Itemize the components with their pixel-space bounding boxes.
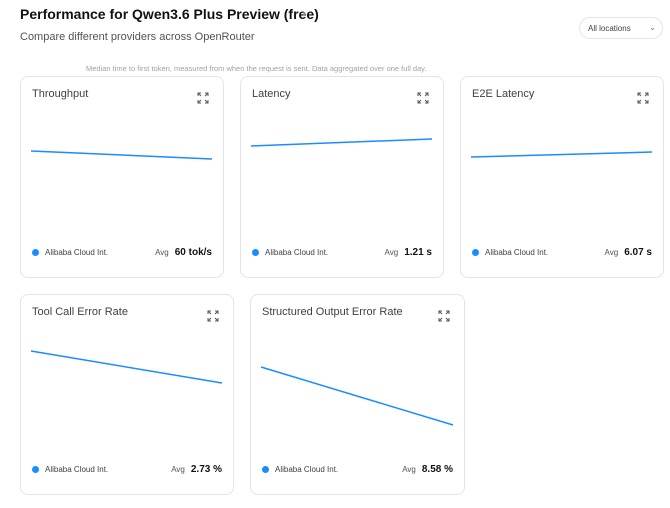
legend-dot [32,249,39,256]
trend-line [30,350,223,384]
avg-label: Avg [155,248,169,257]
metric-card: E2E Latency Alibaba Cloud Int. Avg 6.07 s [460,76,664,278]
trend-line [470,151,653,158]
legend-dot [32,466,39,473]
metric-card: Structured Output Error Rate Alibaba Clou… [250,294,465,495]
expand-icon[interactable] [438,309,450,322]
avg-value: 6.07 s [624,247,652,258]
average: Avg 6.07 s [605,247,652,258]
expand-glyph [637,92,649,104]
provider-name: Alibaba Cloud Int. [45,465,109,474]
metric-card: Tool Call Error Rate Alibaba Cloud Int. Av… [20,294,234,495]
expand-glyph [207,310,219,322]
provider-name: Alibaba Cloud Int. [485,248,549,257]
legend-dot [262,466,269,473]
avg-label: Avg [402,465,416,474]
dropdown-label: All locations [588,24,631,33]
avg-label: Avg [604,248,619,257]
card-title: Tool Call Error Rate [32,306,128,318]
trend-line [30,150,213,160]
card-title: Structured Output Error Rate [262,306,403,318]
trend-line [260,366,454,426]
avg-label: Avg [171,465,185,474]
legend-dot [472,249,479,256]
page-title: Performance for Qwen3.6 Plus Preview (fr… [20,6,319,22]
average: Avg 2.73 % [171,464,222,475]
metric-card: Latency Alibaba Cloud Int. Avg 1.21 s [240,76,444,278]
legend: Alibaba Cloud Int. [32,465,108,474]
tooltip: Median time to first token, measured fro… [80,62,466,76]
chevron[interactable]: › [302,6,306,20]
expand-glyph [438,310,450,322]
card-title: Latency [252,88,291,100]
legend: Alibaba Cloud Int. [252,248,328,257]
legend-dot [252,249,259,256]
expand-icon[interactable] [207,309,219,322]
trend-line [250,138,433,147]
expand-icon[interactable] [637,91,649,104]
metric-card: Throughput Alibaba Cloud Int. Avg 60 tok/s [20,76,224,278]
expand-glyph [417,92,429,104]
provider-name: Alibaba Cloud Int. [265,248,329,257]
avg-value: 2.73 % [190,464,222,475]
provider-name: Alibaba Cloud Int. [45,248,109,257]
avg-value: 1.21 s [404,247,432,258]
legend: Alibaba Cloud Int. [262,465,338,474]
avg-value: 60 tok/s [174,247,212,258]
expand-glyph [197,92,209,104]
provider-name: Alibaba Cloud Int. [275,465,339,474]
expand-icon[interactable] [197,91,209,104]
average: Avg 1.21 s [385,247,432,258]
subtitle: Compare different providers across OpenR… [20,31,255,43]
legend: Alibaba Cloud Int. [32,248,108,257]
expand-icon[interactable] [417,91,429,104]
dropdown-arrow: ⌄ [649,23,656,32]
avg-label: Avg [384,248,399,257]
location-dropdown[interactable]: All locations ⌄ [579,17,663,39]
card-title: Throughput [32,88,89,100]
average: Avg 8.58 % [402,464,453,475]
avg-value: 8.58 % [421,464,453,475]
card-title: E2E Latency [472,88,535,100]
average: Avg 60 tok/s [155,247,212,258]
legend: Alibaba Cloud Int. [472,248,548,257]
